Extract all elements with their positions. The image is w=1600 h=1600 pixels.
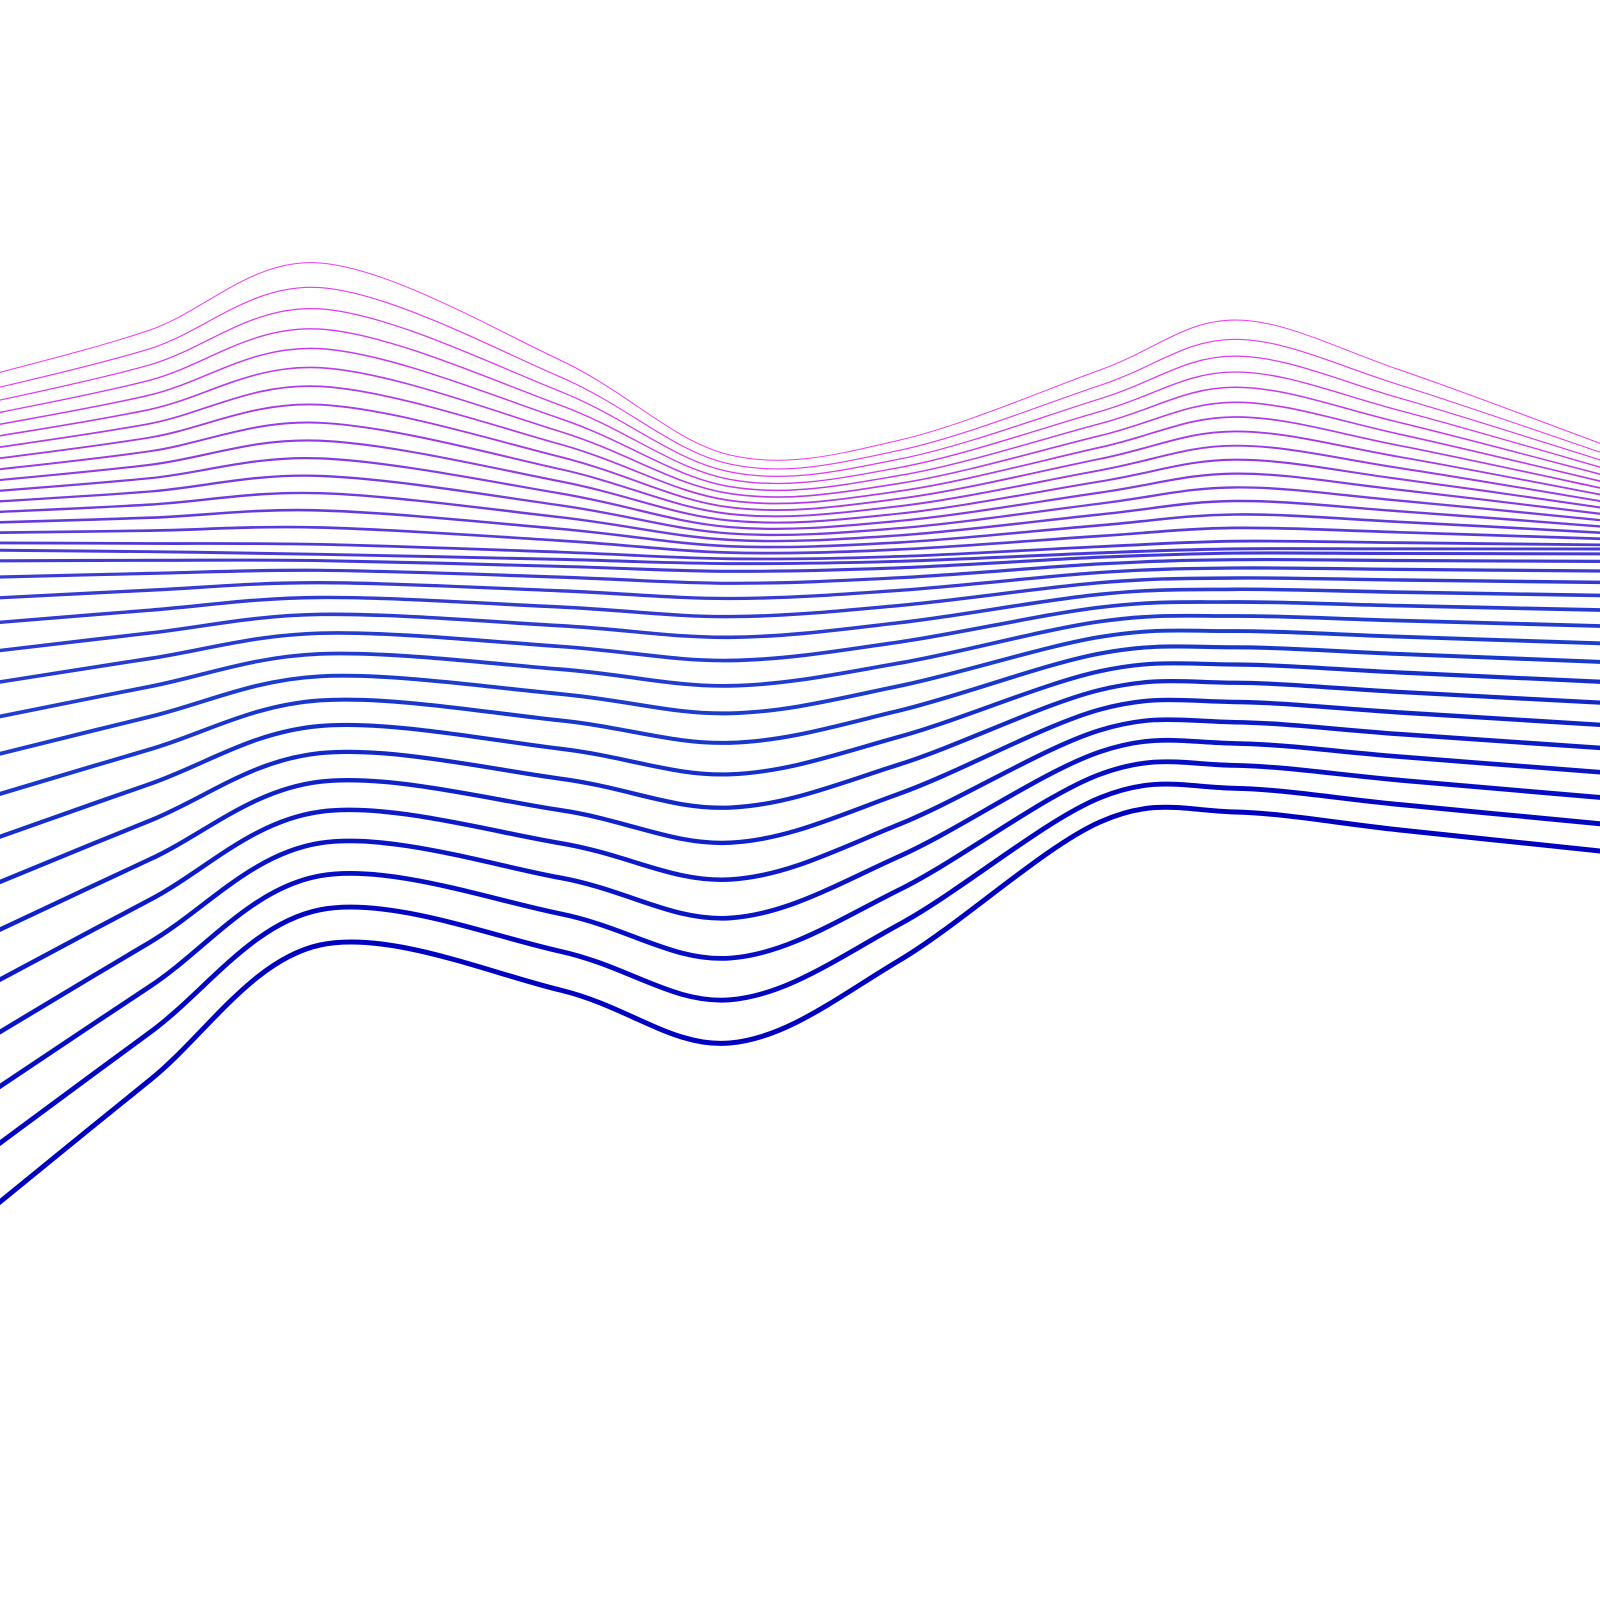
wave-line bbox=[0, 600, 1600, 684]
wave-line bbox=[0, 366, 1600, 498]
wave-line bbox=[0, 539, 1600, 561]
wave-line bbox=[0, 678, 1600, 885]
wave-line bbox=[0, 385, 1600, 505]
wave-line bbox=[0, 551, 1600, 573]
wave-line bbox=[0, 403, 1600, 511]
wave-line bbox=[0, 439, 1600, 524]
wave-line bbox=[0, 491, 1600, 543]
wave-line bbox=[0, 628, 1600, 756]
wave-line bbox=[0, 576, 1600, 625]
wave-line bbox=[0, 474, 1600, 537]
wave-line bbox=[0, 717, 1600, 983]
wave-line bbox=[0, 661, 1600, 839]
wave-line bbox=[0, 547, 1600, 566]
wave-line bbox=[0, 525, 1600, 555]
wave-line bbox=[0, 457, 1600, 530]
wave-line bbox=[0, 759, 1600, 1090]
wave-line bbox=[0, 421, 1600, 518]
wave-line bbox=[0, 737, 1600, 1035]
wave-line bbox=[0, 347, 1600, 492]
wave-line bbox=[0, 697, 1600, 933]
wave-line bbox=[0, 781, 1600, 1147]
wave-line bbox=[0, 557, 1600, 585]
wave-line bbox=[0, 328, 1600, 485]
wave-line bbox=[0, 262, 1600, 461]
wave-line bbox=[0, 804, 1600, 1206]
wave-line bbox=[0, 508, 1600, 549]
wave-line bbox=[0, 644, 1600, 797]
wave-line bbox=[0, 613, 1600, 719]
wave-line bbox=[0, 308, 1600, 478]
wave-line bbox=[0, 286, 1600, 470]
wave-line bbox=[0, 566, 1600, 601]
wave-line bbox=[0, 587, 1600, 653]
